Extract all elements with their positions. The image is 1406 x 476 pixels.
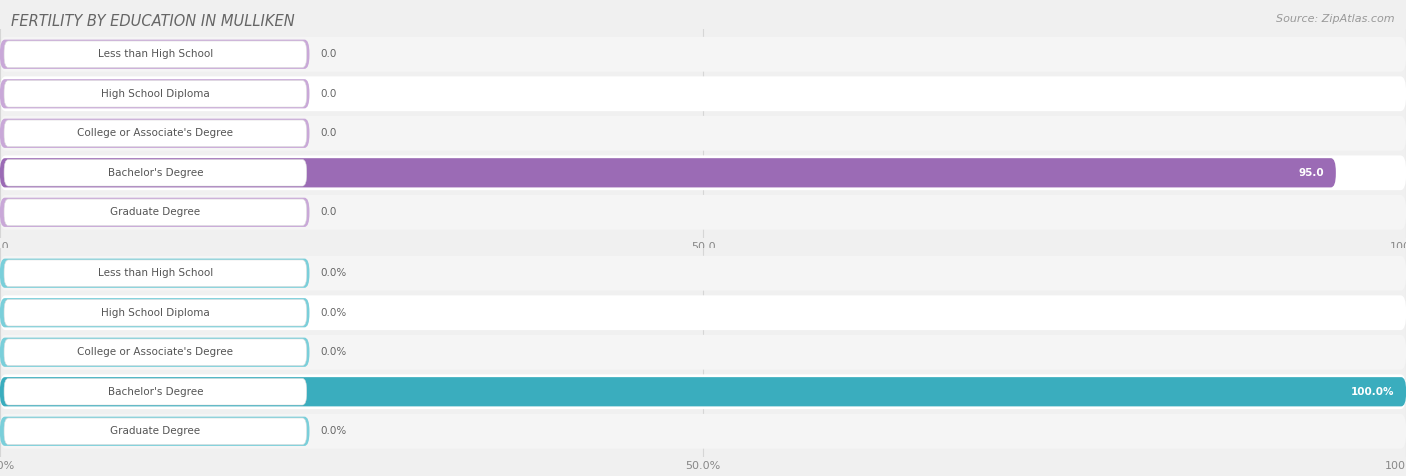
Text: 0.0: 0.0 [321,49,337,59]
Text: Less than High School: Less than High School [98,49,212,59]
Text: High School Diploma: High School Diploma [101,307,209,317]
Text: Less than High School: Less than High School [98,268,212,278]
FancyBboxPatch shape [4,299,307,326]
FancyBboxPatch shape [0,195,1406,230]
Text: 0.0%: 0.0% [321,347,347,357]
FancyBboxPatch shape [0,256,1406,290]
Text: High School Diploma: High School Diploma [101,89,209,99]
FancyBboxPatch shape [4,418,307,445]
FancyBboxPatch shape [0,374,1406,409]
Text: Source: ZipAtlas.com: Source: ZipAtlas.com [1277,14,1395,24]
FancyBboxPatch shape [0,37,1406,71]
FancyBboxPatch shape [4,260,307,287]
FancyBboxPatch shape [4,159,307,186]
FancyBboxPatch shape [4,41,307,68]
Text: Graduate Degree: Graduate Degree [110,208,201,218]
FancyBboxPatch shape [0,158,1336,188]
FancyBboxPatch shape [0,295,1406,330]
FancyBboxPatch shape [0,79,309,109]
FancyBboxPatch shape [4,339,307,366]
FancyBboxPatch shape [0,258,309,288]
FancyBboxPatch shape [4,80,307,107]
Text: College or Associate's Degree: College or Associate's Degree [77,128,233,139]
FancyBboxPatch shape [0,377,1406,407]
Text: Graduate Degree: Graduate Degree [110,426,201,436]
FancyBboxPatch shape [0,40,309,69]
FancyBboxPatch shape [0,198,309,227]
FancyBboxPatch shape [0,414,1406,449]
FancyBboxPatch shape [0,116,1406,151]
FancyBboxPatch shape [0,76,1406,111]
Text: 0.0: 0.0 [321,128,337,139]
FancyBboxPatch shape [4,199,307,226]
FancyBboxPatch shape [4,378,307,405]
Text: 0.0%: 0.0% [321,426,347,436]
Text: College or Associate's Degree: College or Associate's Degree [77,347,233,357]
Text: Bachelor's Degree: Bachelor's Degree [108,168,202,178]
FancyBboxPatch shape [0,416,309,446]
Text: 95.0: 95.0 [1299,168,1324,178]
FancyBboxPatch shape [0,298,309,327]
Text: FERTILITY BY EDUCATION IN MULLIKEN: FERTILITY BY EDUCATION IN MULLIKEN [11,14,295,30]
Text: 0.0: 0.0 [321,208,337,218]
Text: 0.0: 0.0 [321,89,337,99]
FancyBboxPatch shape [4,120,307,147]
FancyBboxPatch shape [0,119,309,148]
FancyBboxPatch shape [0,337,309,367]
FancyBboxPatch shape [0,335,1406,370]
Text: 100.0%: 100.0% [1351,387,1395,397]
Text: 0.0%: 0.0% [321,268,347,278]
Text: Bachelor's Degree: Bachelor's Degree [108,387,202,397]
FancyBboxPatch shape [0,155,1406,190]
Text: 0.0%: 0.0% [321,307,347,317]
